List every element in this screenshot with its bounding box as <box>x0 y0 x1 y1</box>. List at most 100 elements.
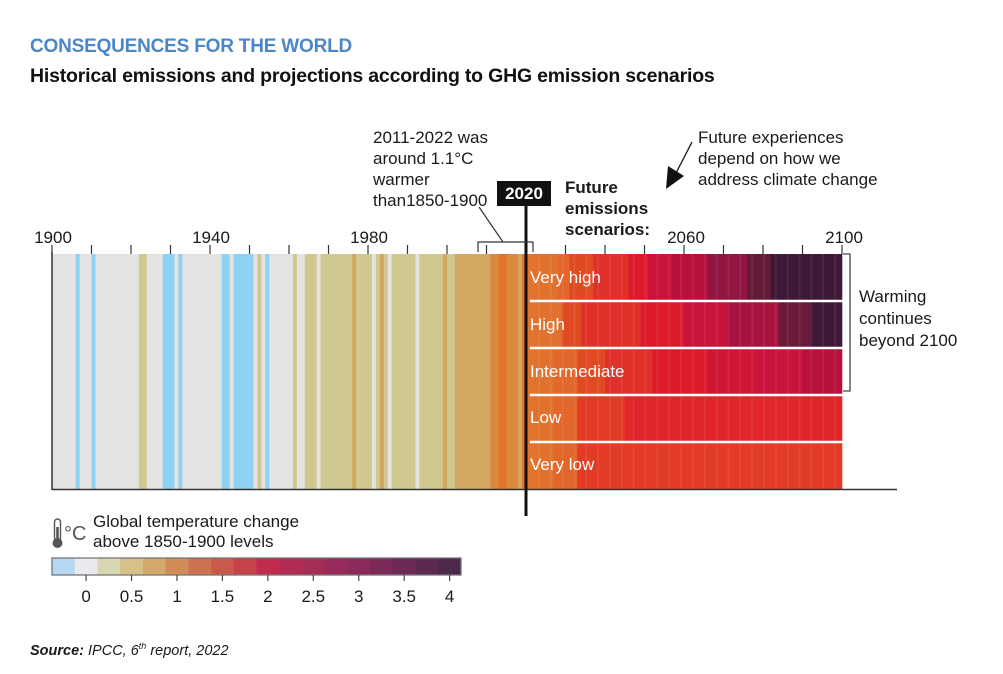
annotation-line: 2011-2022 was <box>373 128 488 147</box>
colorbar-tick-label: 2 <box>263 587 273 606</box>
scenario-segment-intermediate <box>605 348 653 395</box>
scenario-texture <box>774 348 777 395</box>
scenario-segment-very-low <box>577 442 843 489</box>
scenario-texture <box>763 254 765 301</box>
stripe-1922 <box>138 254 144 489</box>
scenario-segment-high <box>561 301 582 348</box>
scenario-texture <box>644 348 647 395</box>
scenario-dividers <box>530 299 844 444</box>
scenario-texture <box>620 254 623 301</box>
colorbar-bin-8 <box>233 558 257 575</box>
scenario-texture <box>691 254 694 301</box>
scenario-texture <box>834 442 837 489</box>
scenario-segment-very-high <box>628 254 649 301</box>
stripe-1994 <box>423 254 428 489</box>
stripe-1924 <box>146 254 152 489</box>
colorbar-bin-15 <box>392 558 416 575</box>
scenario-texture <box>561 395 564 442</box>
scenario-texture <box>656 395 659 442</box>
scenario-texture <box>680 348 683 395</box>
scenario-texture <box>597 395 600 442</box>
scenario-texture <box>549 348 552 395</box>
stripe-1936 <box>194 254 199 489</box>
scenario-segment-high <box>778 301 811 348</box>
scenario-segment-high <box>810 301 843 348</box>
stripe-2010 <box>486 254 491 489</box>
stripe-1972 <box>336 254 341 489</box>
axes-group <box>51 141 897 516</box>
stripe-1998 <box>439 254 444 489</box>
scenario-texture <box>763 395 765 442</box>
stripe-1918 <box>123 254 128 489</box>
scenario-segment-intermediate <box>802 348 843 395</box>
note-line: beyond 2100 <box>859 331 958 350</box>
scenario-segment-very-low <box>553 442 578 489</box>
scenario-texture <box>680 395 683 442</box>
scenario-texture <box>644 395 647 442</box>
scenario-texture <box>834 301 837 348</box>
stripe-2002 <box>454 254 460 489</box>
scenario-texture <box>537 301 540 348</box>
x-tick-label-1980: 1980 <box>350 228 388 247</box>
scenario-texture <box>549 395 552 442</box>
scenario-segment-high <box>684 301 728 348</box>
note-line: continues <box>859 309 932 328</box>
colorbar-bin-7 <box>211 558 235 575</box>
stripe-1949 <box>245 254 250 489</box>
scenario-segment-very-high <box>557 254 570 301</box>
note-line: Warming <box>859 287 927 306</box>
scenario-texture <box>668 442 671 489</box>
stripe-2000 <box>447 254 452 489</box>
scenario-segment-very-high <box>648 254 673 301</box>
scenario-texture <box>810 301 813 348</box>
scenario-texture <box>798 348 801 395</box>
stripe-1975 <box>348 254 353 489</box>
scenario-texture <box>668 348 671 395</box>
scenario-texture <box>751 442 754 489</box>
scenario-texture <box>703 442 706 489</box>
colorbar-bin-1 <box>74 558 98 575</box>
stripe-1947 <box>237 254 242 489</box>
scenario-texture <box>774 395 777 442</box>
scenario-texture <box>644 301 647 348</box>
scenario-texture <box>727 395 730 442</box>
stripe-1937 <box>198 254 203 489</box>
chart-title: Historical emissions and projections acc… <box>30 65 715 87</box>
scenario-segment-very-high <box>569 254 594 301</box>
stripe-1964 <box>304 254 310 489</box>
scenario-texture <box>680 301 683 348</box>
x-tick-label-1900: 1900 <box>34 228 72 247</box>
stripe-1940 <box>210 254 215 489</box>
annotation-line: around 1.1°C <box>373 149 474 168</box>
source-text-end: report, 2022 <box>146 642 229 659</box>
colorbar-bin-13 <box>347 558 371 575</box>
scenario-texture <box>644 254 647 301</box>
stripe-1914 <box>107 254 112 489</box>
scenario-texture <box>573 395 576 442</box>
stripe-1996 <box>431 254 436 489</box>
stripe-1909 <box>87 254 92 489</box>
stripe-2019 <box>522 254 527 489</box>
colorbar-bin-11 <box>301 558 326 575</box>
stripe-1956 <box>273 254 278 489</box>
scenario-texture <box>608 348 611 395</box>
stripe-1901 <box>55 254 61 489</box>
scenario-segment-very-high <box>770 254 843 301</box>
scenario-texture <box>608 395 611 442</box>
stripe-1915 <box>111 254 116 489</box>
stripe-2003 <box>458 254 464 489</box>
scenario-texture <box>739 395 742 442</box>
stripe-1977 <box>356 254 361 489</box>
colorbar-bin-0 <box>52 558 76 575</box>
scenario-texture <box>822 442 825 489</box>
stripe-1911 <box>95 254 100 489</box>
scenario-texture <box>774 442 777 489</box>
stripe-1904 <box>67 254 73 489</box>
scenario-segment-very-high <box>593 254 629 301</box>
stripe-1923 <box>142 254 148 489</box>
scenario-texture <box>573 348 576 395</box>
scenario-texture <box>703 348 706 395</box>
stripe-1907 <box>79 254 84 489</box>
colorbar-bin-16 <box>415 558 439 575</box>
